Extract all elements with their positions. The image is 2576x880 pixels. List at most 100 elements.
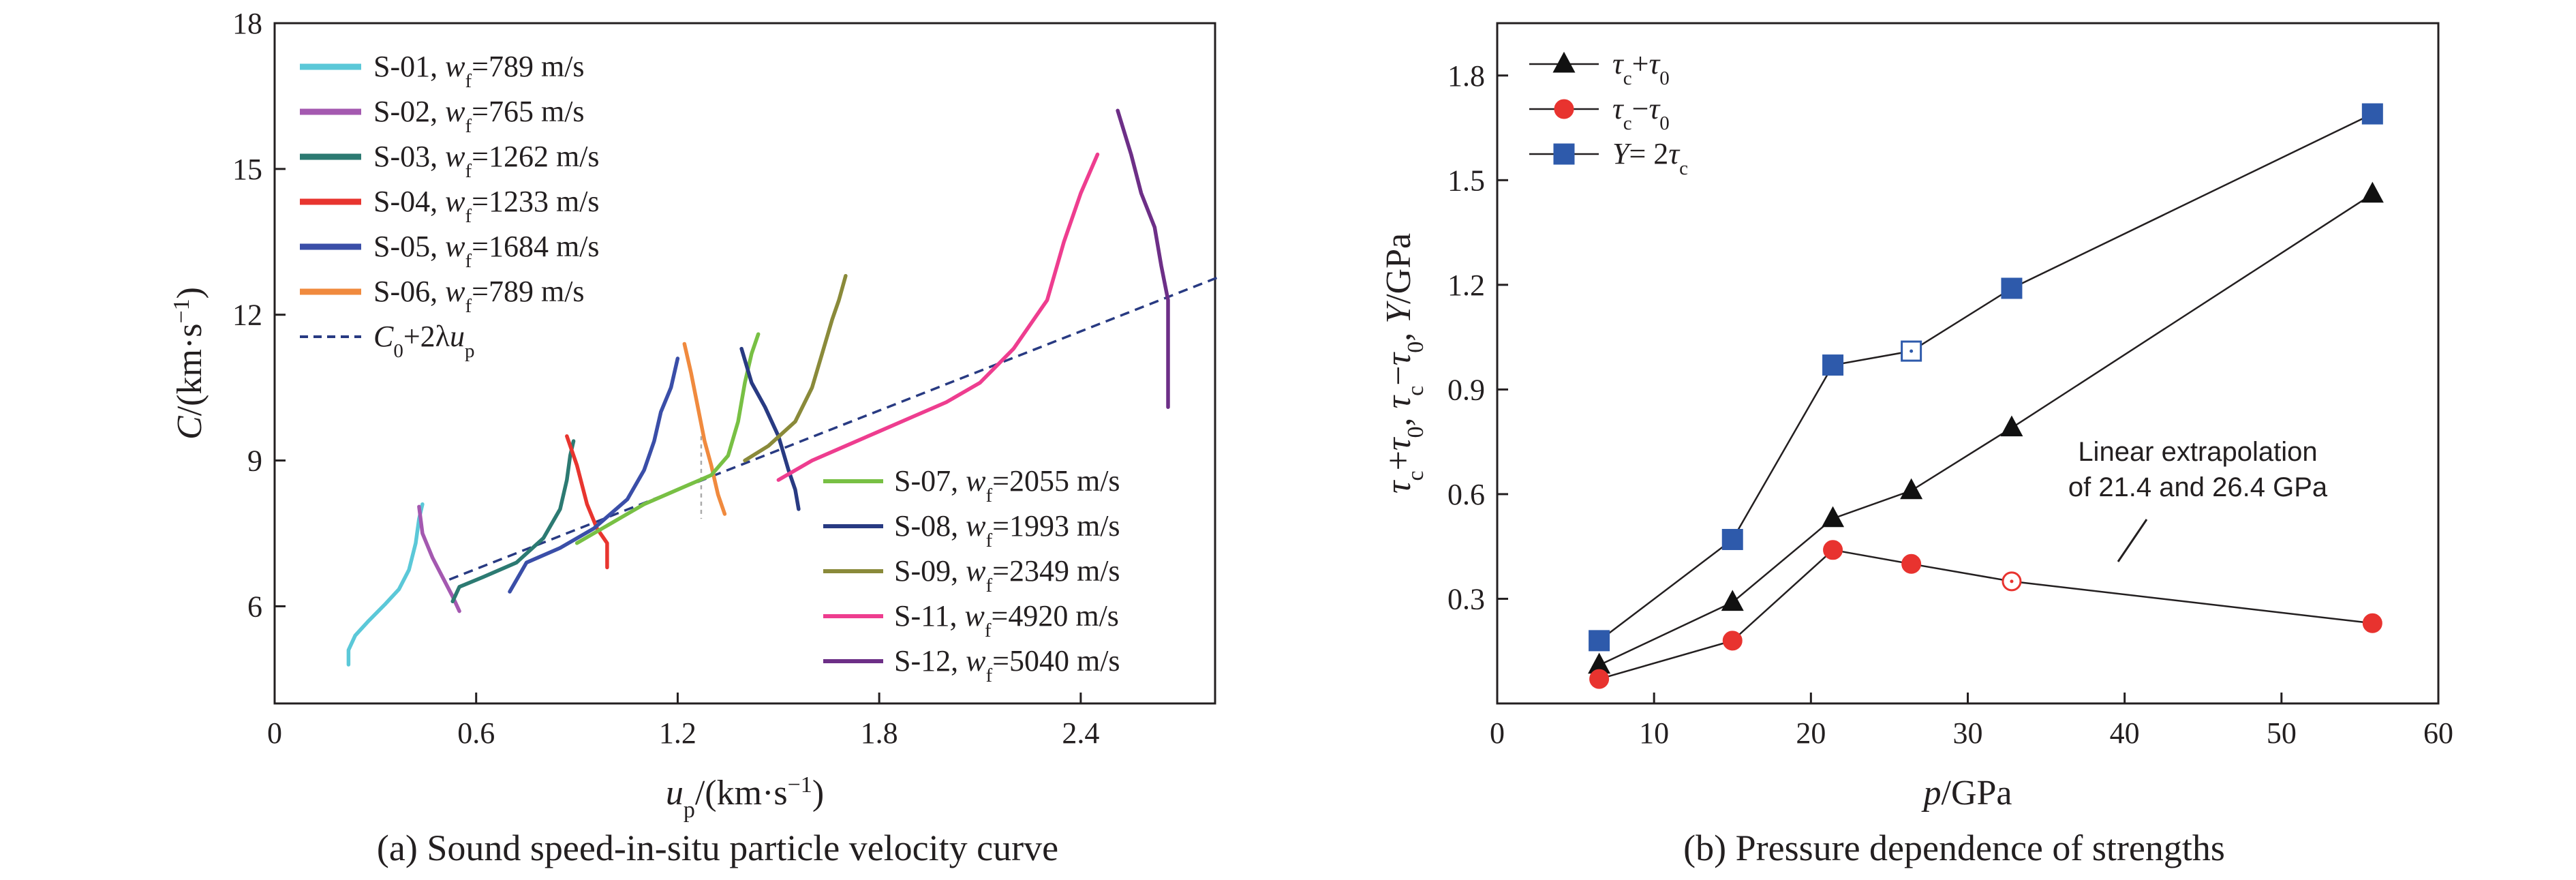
label-part: /(km·s [695, 774, 788, 813]
series-line-s-08 [739, 346, 801, 511]
label-part: = 2 [1629, 137, 1668, 170]
legend-label-sum: τc+τ0 [1612, 47, 1670, 89]
label-part: c [1623, 67, 1632, 89]
y-tick-label: 15 [232, 153, 262, 186]
label-part: w [965, 599, 985, 633]
label-part: f [465, 70, 472, 92]
marker-Y [1822, 354, 1844, 376]
legend-label-s-12: S-12, wf=5040 m/s [894, 644, 1120, 686]
label-part: /GPa [1379, 233, 1418, 304]
label-part: 0 [1659, 112, 1670, 134]
x-tick-label: 10 [1639, 716, 1669, 750]
x-tick-label: 60 [2423, 716, 2453, 750]
marker-sum [2000, 415, 2023, 437]
series-line-s-01 [346, 502, 425, 667]
series-name: S-05, [373, 230, 445, 263]
marker-sum [1900, 478, 1923, 500]
legend-label-Y: Y= 2τc [1612, 137, 1688, 179]
legend-label-diff: τc−τ0 [1612, 92, 1670, 134]
series-line-s-03 [450, 439, 576, 604]
label-part: 0 [393, 340, 403, 362]
label-part: ) [812, 774, 824, 813]
y-tick-label: 1.8 [1447, 59, 1485, 93]
label-part: f [465, 205, 472, 227]
label-part: −1 [788, 772, 812, 798]
series-value: =789 m/s [472, 275, 584, 308]
series-name: S-12, [894, 644, 966, 678]
label-part: /GPa [1942, 774, 2012, 813]
label-part: τ [1612, 47, 1625, 80]
label-part: τ [1668, 137, 1681, 170]
series-line-s-09 [743, 273, 848, 463]
label-part: w [445, 275, 465, 308]
label-part: w [445, 230, 465, 263]
x-tick-label: 0 [1490, 716, 1505, 750]
plot-frame [273, 22, 1216, 705]
label-part: 0 [1659, 67, 1670, 89]
marker-diff-center [2010, 579, 2014, 583]
legend-marker-diff [1554, 99, 1574, 119]
panel-b: 0 10 20 30 40 50 600.30.60.91.21.51.8p/GPaτc+τ… [1379, 22, 2453, 868]
series-value: =789 m/s [472, 50, 584, 83]
label-part: C [170, 415, 209, 440]
series-name: S-08, [894, 509, 966, 543]
label-part: −1 [169, 299, 194, 323]
legend-label-s-07: S-07, wf=2055 m/s [894, 464, 1120, 506]
marker-Y [2361, 103, 2383, 125]
x-tick-label: 1.8 [861, 716, 898, 750]
label-part: C [373, 320, 394, 353]
series-value: =1993 m/s [992, 509, 1120, 543]
label-part: f [985, 485, 992, 506]
legend-label-s-02: S-02, wf=765 m/s [373, 95, 585, 137]
label-part: τ [1379, 436, 1418, 451]
y-tick-label: 6 [247, 590, 262, 623]
annotation-line-1: Linear extrapolation [2078, 437, 2317, 467]
label-part: 0 [1403, 342, 1428, 353]
x-tick-label: 20 [1796, 716, 1826, 750]
marker-Y [2001, 277, 2023, 299]
marker-sum [2361, 181, 2384, 203]
marker-diff [1901, 553, 1922, 574]
label-part: f [985, 575, 992, 596]
label-part: + [1379, 451, 1418, 470]
legend-label-s-06: S-06, wf=789 m/s [373, 275, 585, 317]
series-line-sum [1599, 193, 2373, 666]
label-part: τ [1379, 479, 1418, 494]
x-axis-label: p/GPa [1921, 774, 2012, 813]
label-part: f [465, 160, 472, 182]
series-value: =765 m/s [472, 95, 584, 128]
caption-b: (b) Pressure dependence of strengths [1683, 828, 2225, 868]
series-value: =2055 m/s [992, 464, 1120, 498]
series-name: S-03, [373, 140, 445, 173]
label-part: f [465, 250, 472, 272]
legend-label-s-05: S-05, wf=1684 m/s [373, 230, 600, 272]
annotation-line-2: of 21.4 and 26.4 GPa [2068, 472, 2328, 502]
x-axis-label: up/(km·s−1) [666, 772, 824, 823]
marker-diff [1589, 669, 1610, 689]
fit-line [448, 275, 1223, 581]
label-part: u [450, 320, 465, 353]
label-part: p [684, 798, 695, 823]
y-tick-label: 0.6 [1447, 478, 1485, 511]
legend-marker-Y [1553, 143, 1575, 165]
label-part: /(km·s [170, 324, 209, 416]
label-part: τ [1612, 92, 1625, 125]
panel-a: 0 0.6 1.2 1.8 2.469121518up/(km·s−1)C/(km·s−… [169, 7, 1223, 868]
legend-label-s-01: S-01, wf=789 m/s [373, 50, 585, 92]
series-value: =1684 m/s [472, 230, 599, 263]
x-tick-label: 40 [2110, 716, 2140, 750]
marker-diff [2362, 613, 2382, 633]
series-line-s-04 [565, 434, 609, 570]
y-axis-label: τc+τ0, τc−τ0, Y/GPa [1379, 233, 1428, 494]
legend-label-fit: C0+2λup [373, 320, 475, 362]
label-part: u [666, 774, 684, 813]
label-part: w [966, 464, 986, 498]
series-line-s-06 [682, 342, 727, 516]
label-part: w [445, 50, 465, 83]
legend-label-s-09: S-09, wf=2349 m/s [894, 554, 1120, 596]
label-part: c [1403, 470, 1428, 481]
label-part: f [465, 295, 472, 317]
label-part: w [966, 644, 986, 678]
label-part: p [1921, 774, 1942, 813]
